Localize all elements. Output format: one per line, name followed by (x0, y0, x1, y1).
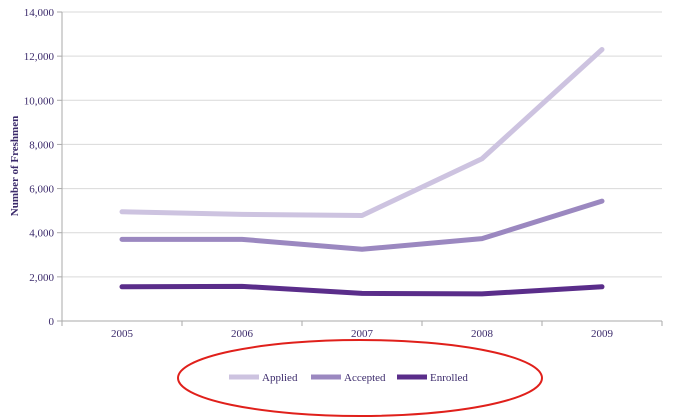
y-tick-label: 14,000 (24, 7, 55, 19)
legend-label-applied: Applied (262, 372, 298, 384)
y-tick-label: 10,000 (24, 95, 55, 107)
x-tick-label: 2009 (591, 328, 614, 340)
annotation-ellipse (177, 339, 543, 417)
x-tick-label: 2007 (351, 328, 374, 340)
series-line-accepted (119, 198, 605, 252)
series-lines (119, 47, 605, 297)
legend: Applied Accepted Enrolled (229, 372, 468, 384)
series-line-enrolled (119, 283, 605, 297)
y-tick-label: 0 (49, 316, 55, 328)
y-tick-label: 6,000 (29, 184, 54, 196)
y-axis-label: Number of Freshmen (9, 116, 21, 216)
series-line-applied (119, 47, 605, 218)
y-tick-label: 2,000 (29, 272, 54, 284)
y-tick-label: 8,000 (29, 139, 54, 151)
legend-label-accepted: Accepted (344, 372, 386, 384)
y-tick-label: 12,000 (24, 51, 55, 63)
x-tick-label: 2005 (111, 328, 134, 340)
legend-label-enrolled: Enrolled (430, 372, 468, 384)
x-axis: 2005 2006 2007 2008 2009 (61, 321, 663, 340)
x-tick-label: 2006 (231, 328, 254, 340)
grid-lines (62, 11, 662, 322)
x-tick-label: 2008 (471, 328, 494, 340)
y-tick-label: 4,000 (29, 228, 54, 240)
y-axis: 0 2,000 4,000 6,000 8,000 10,000 12,000 14,000 (24, 7, 63, 328)
